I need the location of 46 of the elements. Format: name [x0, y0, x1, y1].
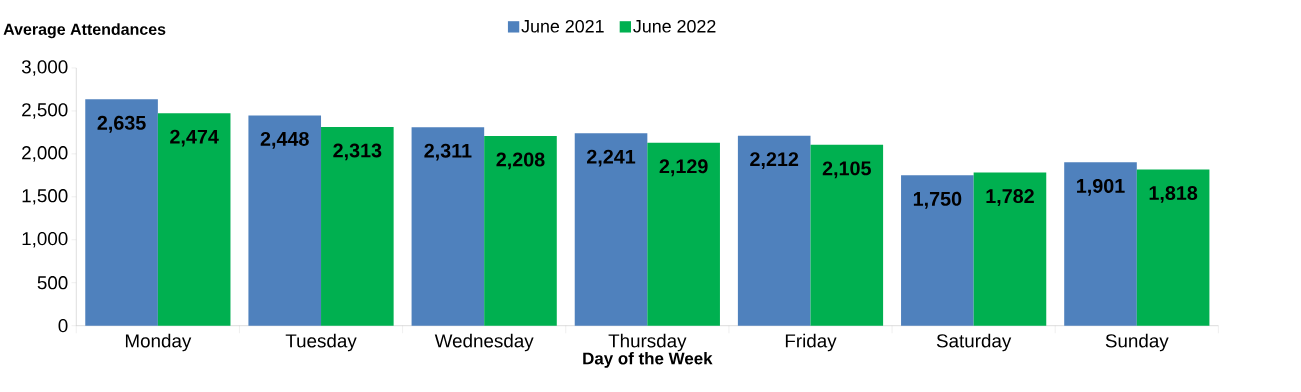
x-tick-label: Monday	[125, 333, 192, 352]
bar	[85, 99, 158, 326]
y-tick-label: 1,500	[22, 189, 68, 205]
x-axis-title: Day of the Week	[583, 352, 713, 368]
data-label: 1,901	[1077, 179, 1125, 196]
bar	[810, 144, 884, 326]
data-label: 2,212	[750, 152, 799, 170]
data-label: 2,241	[587, 149, 636, 167]
data-label: 1,750	[913, 192, 962, 209]
data-label: 2,129	[659, 159, 708, 177]
legend-label: June 2022	[633, 20, 716, 33]
bar	[901, 175, 974, 326]
y-axis-title: Average Attendances	[3, 23, 166, 39]
y-tick-label: 2,000	[22, 146, 68, 162]
data-label: 1,782	[986, 189, 1034, 207]
x-tick-label: Saturday	[936, 333, 1012, 352]
data-label: 2,448	[260, 132, 309, 149]
y-tick-label: 0	[58, 319, 68, 333]
bar	[1064, 162, 1137, 326]
bar	[321, 127, 394, 326]
bar	[973, 172, 1047, 326]
bar	[484, 136, 557, 326]
legend-label: June 2021	[521, 20, 604, 33]
bar	[1136, 169, 1210, 326]
x-tick-label: Friday	[785, 333, 837, 352]
bar	[647, 142, 720, 326]
bar	[574, 133, 648, 326]
bar	[248, 115, 322, 326]
data-label: 2,474	[170, 129, 219, 147]
x-tick-label: Wednesday	[434, 333, 534, 352]
x-tick-label: Tuesday	[285, 333, 357, 352]
bar	[737, 135, 811, 326]
y-tick-label: 500	[37, 276, 68, 290]
data-label: 1,818	[1149, 186, 1198, 203]
y-tick-label: 1,000	[22, 232, 68, 248]
data-label: 2,311	[424, 143, 472, 161]
y-tick-label: 3,000	[21, 60, 68, 76]
y-tick-label: 2,500	[22, 103, 68, 119]
data-label: 2,313	[333, 143, 382, 161]
bar	[411, 127, 485, 326]
bar	[157, 113, 231, 326]
data-label: 2,635	[97, 115, 146, 133]
data-label: 2,105	[822, 161, 871, 179]
x-tick-label: Thursday	[608, 333, 687, 352]
data-label: 2,208	[496, 152, 545, 170]
x-tick-label: Sunday	[1105, 333, 1169, 352]
